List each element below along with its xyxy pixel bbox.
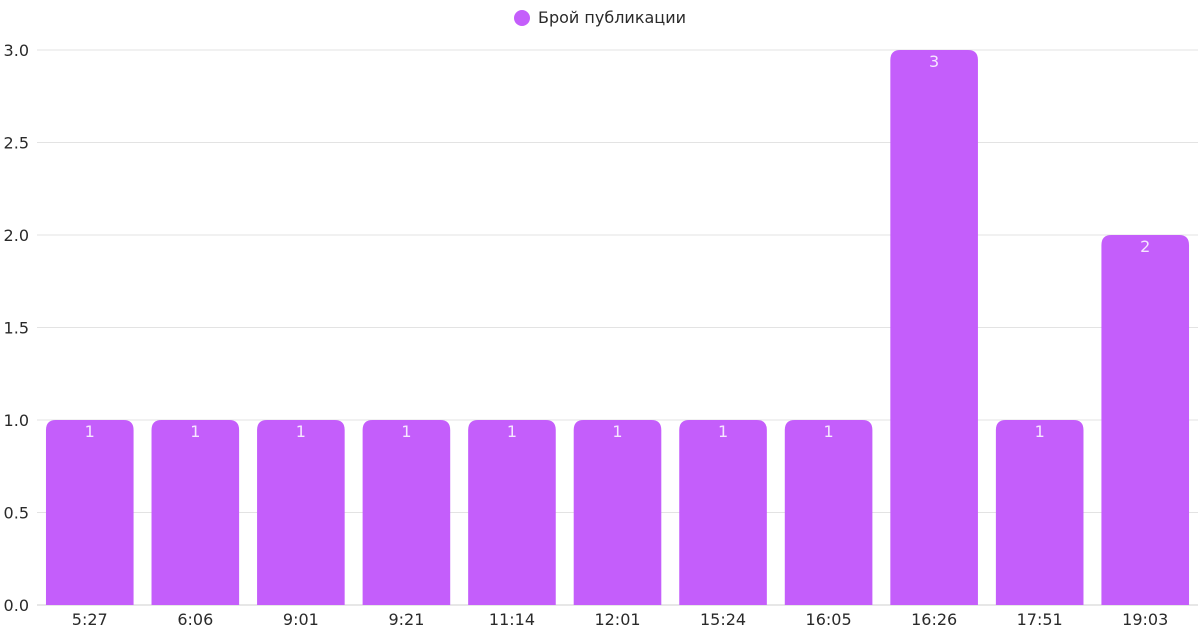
y-tick-label: 0.5 [4, 504, 29, 523]
legend-label: Брой публикации [538, 8, 686, 27]
bar [362, 420, 451, 605]
y-tick-label: 1.0 [4, 411, 29, 430]
bar [995, 420, 1084, 605]
legend-swatch-icon [514, 9, 530, 26]
bar [151, 420, 240, 605]
bar [890, 50, 978, 605]
x-tick-label: 15:24 [700, 610, 746, 628]
x-tick-label: 11:14 [489, 610, 535, 628]
bar-value-label: 1 [823, 422, 833, 441]
x-tick-label: 16:05 [806, 610, 852, 628]
x-tick-label: 9:21 [388, 610, 424, 628]
bar-value-label: 1 [85, 422, 95, 441]
bar [573, 420, 662, 605]
bar-value-label: 1 [718, 422, 728, 441]
bar [1101, 235, 1190, 605]
bar [257, 420, 345, 605]
x-tick-label: 5:27 [72, 610, 108, 628]
x-tick-label: 9:01 [283, 610, 319, 628]
bar-layer [45, 50, 1190, 605]
bar [45, 420, 134, 605]
x-tick-label: 12:01 [594, 610, 640, 628]
label-layer: 0.0 0.5 1.0 1.5 2.0 2.5 3.0 1 5:27 1 6:06 1 9:01 1 9:2… [4, 41, 1169, 629]
x-tick-label: 6:06 [177, 610, 213, 628]
bar [679, 420, 767, 605]
bar-value-label: 1 [507, 422, 517, 441]
bar-value-label: 1 [612, 422, 622, 441]
bar-value-label: 1 [296, 422, 306, 441]
bar-value-label: 2 [1140, 237, 1150, 256]
bar-value-label: 1 [190, 422, 200, 441]
bar-value-label: 1 [401, 422, 411, 441]
x-tick-label: 19:03 [1122, 610, 1168, 628]
chart-legend: Брой публикации [0, 8, 1200, 27]
y-tick-label: 1.5 [4, 319, 29, 338]
x-tick-label: 17:51 [1017, 610, 1063, 628]
bar [784, 420, 873, 605]
x-tick-label: 16:26 [911, 610, 957, 628]
bar-value-label: 3 [929, 52, 939, 71]
y-tick-label: 2.0 [4, 226, 29, 245]
y-tick-label: 0.0 [4, 596, 29, 615]
bar-value-label: 1 [1035, 422, 1045, 441]
y-tick-label: 2.5 [4, 134, 29, 153]
y-tick-label: 3.0 [4, 41, 29, 60]
bar [468, 420, 556, 605]
